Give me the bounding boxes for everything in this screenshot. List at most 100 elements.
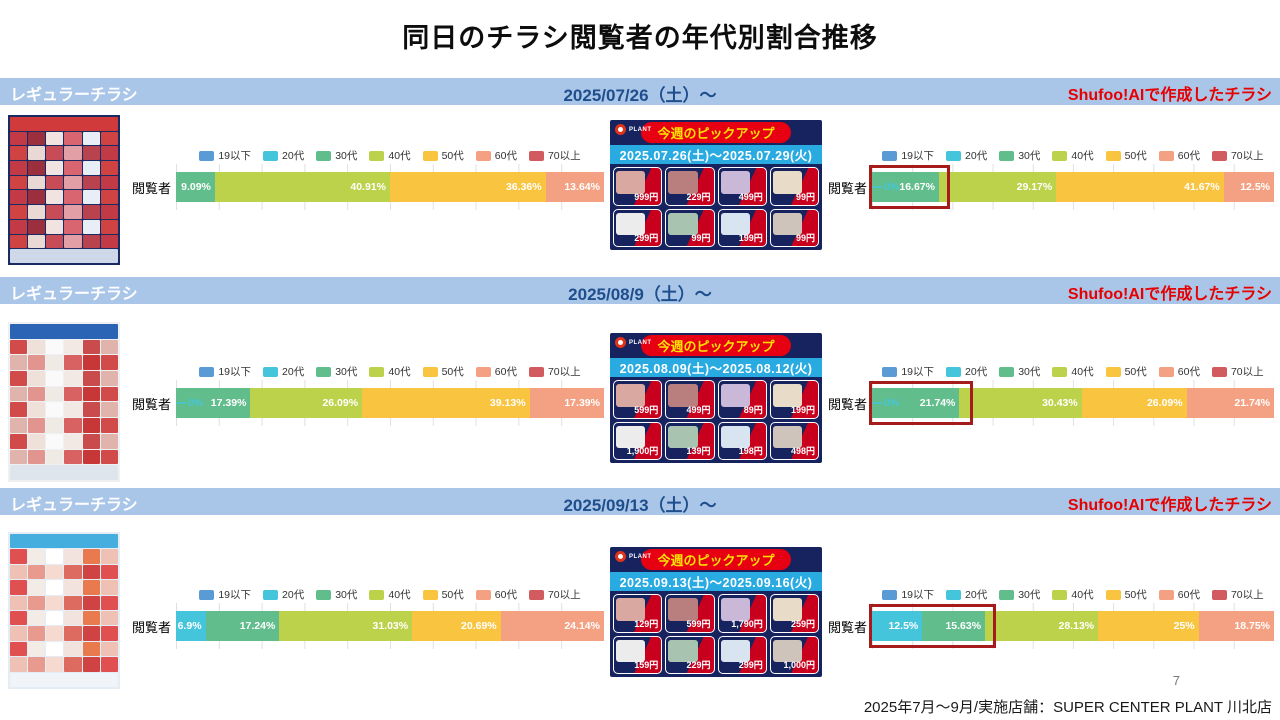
legend-item: 40代 xyxy=(369,587,411,602)
flyer-product-cell xyxy=(10,549,28,564)
stacked-bar-track: 21.74% 30.43% 26.09% 21.74% xyxy=(872,388,1274,418)
segment-value-label: 16.67% xyxy=(899,181,935,193)
chart-legend: 19以下 20代 30代 40代 50代 60代 70以上 xyxy=(872,148,1274,163)
legend-label: 40代 xyxy=(1071,366,1094,378)
legend-item: 50代 xyxy=(422,587,464,602)
legend-swatch xyxy=(1211,150,1227,161)
flyer-product-cell xyxy=(10,190,28,205)
bar-row: 閲覧者 21.74% 30.43% 26.09% 21.74% 0% xyxy=(828,380,1274,426)
ai-flyer-chart: 19以下 20代 30代 40代 50代 60代 70以上 閲覧者 21.74% 30.43%… xyxy=(828,364,1274,426)
segment-value-label: 26.09% xyxy=(322,397,359,409)
ai-pickup-flyer: PLANT 今週のピックアップ 2025.08.09(土)～2025.08.12… xyxy=(610,333,822,463)
chart-legend: 19以下 20代 30代 40代 50代 60代 70以上 xyxy=(176,364,604,379)
plant-logo-icon xyxy=(615,337,626,348)
bar-row: 閲覧者 16.67% 29.17% 41.67% 12.5% 0% xyxy=(828,164,1274,210)
flyer-product-cell xyxy=(46,386,64,402)
flyer-header-band xyxy=(10,324,118,339)
bar-segment-30代: 21.74% xyxy=(872,388,960,418)
flyer-product-cell xyxy=(10,641,28,657)
flyer-product-cell xyxy=(82,564,100,580)
product-photo xyxy=(720,212,750,236)
price-label: 499円 xyxy=(686,404,711,415)
segment-value-label: 20.69% xyxy=(461,620,497,632)
legend-item: 30代 xyxy=(316,148,357,163)
legend-item: 50代 xyxy=(1105,364,1147,379)
bar-segment-60代: 13.64% xyxy=(545,172,604,202)
product-photo xyxy=(772,425,803,449)
flyer-product-cell xyxy=(28,175,46,190)
flyer-product-cell xyxy=(46,205,64,219)
segment-value-label: 13.64% xyxy=(564,181,600,193)
bar-segment-50代: 25% xyxy=(1098,611,1199,641)
flyer-product-cell xyxy=(10,205,28,219)
flyer-product-cell xyxy=(28,355,46,371)
plant-logo: PLANT xyxy=(615,337,652,348)
product-photo xyxy=(616,425,646,449)
flyer-product-cell xyxy=(64,355,82,371)
regular-flyer-thumbnail xyxy=(8,532,120,689)
legend-swatch xyxy=(475,150,491,161)
flyer-product-cell xyxy=(46,131,64,146)
flyer-product-cell xyxy=(64,549,82,564)
flyer-product-cell xyxy=(82,595,100,610)
legend-label: 50代 xyxy=(1124,150,1147,162)
legend-label: 19以下 xyxy=(218,589,252,601)
stacked-bar-track: 6.9% 17.24% 31.03% 20.69% 24.14% xyxy=(176,611,604,641)
flyer-product-cell xyxy=(10,161,28,175)
legend-swatch xyxy=(316,366,332,377)
section-header: レギュラーチラシ 2025/07/26（土）～ Shufoo!AIで作成したチラ… xyxy=(0,78,1280,105)
pickup-product-grid: 599円 499円 89円 199円 1,900円 139円 198円 498円 xyxy=(610,377,822,463)
segment-value-label: 12.5% xyxy=(1240,181,1270,193)
stacked-bar: 9.09% 40.91% 36.36% 13.64% xyxy=(176,164,604,210)
legend-item: 70以上 xyxy=(1211,148,1264,163)
flyer-product-cell xyxy=(46,371,64,386)
legend-label: 70以上 xyxy=(547,366,581,378)
legend-label: 50代 xyxy=(1124,366,1147,378)
segment-value-label: 26.09% xyxy=(1146,397,1183,409)
flyer-product-cell xyxy=(100,161,118,175)
legend-swatch xyxy=(882,150,898,161)
regular-flyer-thumbnail xyxy=(8,322,120,482)
date-range-label: 2025/08/9（土）～ xyxy=(568,285,712,304)
zero-value-label: 0% xyxy=(177,397,203,409)
flyer-product-cell xyxy=(100,355,118,371)
stacked-bar-track: 12.5% 15.63% 28.13% 25% 18.75% xyxy=(872,611,1275,641)
legend-item: 20代 xyxy=(263,587,304,602)
segment-value-label: 24.14% xyxy=(564,620,600,632)
legend-label: 20代 xyxy=(965,589,988,601)
segment-value-label: 28.13% xyxy=(1058,620,1095,632)
legend-item: 30代 xyxy=(316,587,357,602)
price-label: 159円 xyxy=(634,660,659,670)
legend-swatch xyxy=(263,589,279,600)
legend-swatch xyxy=(1158,150,1174,161)
ai-flyer-chart: 19以下 20代 30代 40代 50代 60代 70以上 閲覧者 12.5% 15.63% 2… xyxy=(828,587,1275,649)
bar-segment-50代: 26.09% xyxy=(1081,388,1187,418)
product-card: 129円 xyxy=(613,594,663,633)
price-label: 1,900円 xyxy=(626,446,659,456)
product-photo xyxy=(616,639,646,663)
row-label: 閲覧者 xyxy=(132,180,172,196)
product-photo xyxy=(616,384,646,407)
product-card: 1,790円 xyxy=(717,594,767,633)
flyer-product-cell xyxy=(46,234,64,249)
bar-segment-30代: 17.24% xyxy=(205,611,280,641)
flyer-product-cell xyxy=(100,657,118,672)
product-photo xyxy=(616,171,646,194)
flyer-product-cell xyxy=(10,131,28,146)
flyer-product-cell xyxy=(46,449,64,465)
pickup-header: PLANT 今週のピックアップ xyxy=(610,120,822,145)
pickup-title: 今週のピックアップ xyxy=(641,335,791,356)
flyer-product-cell xyxy=(64,641,82,657)
flyer-product-cell xyxy=(64,386,82,402)
flyer-product-cell xyxy=(46,433,64,449)
price-label: 99円 xyxy=(795,233,815,243)
legend-label: 50代 xyxy=(441,589,464,601)
stacked-bar-track: 17.39% 26.09% 39.13% 17.39% xyxy=(176,388,604,418)
bar-segment-30代: 16.67% xyxy=(872,172,939,202)
price-label: 299円 xyxy=(738,660,763,670)
legend-label: 19以下 xyxy=(901,589,935,601)
segment-value-label: 18.75% xyxy=(1234,620,1271,632)
flyer-product-cell xyxy=(46,564,64,580)
flyer-product-cell xyxy=(28,205,46,219)
plant-logo-icon xyxy=(615,124,626,135)
